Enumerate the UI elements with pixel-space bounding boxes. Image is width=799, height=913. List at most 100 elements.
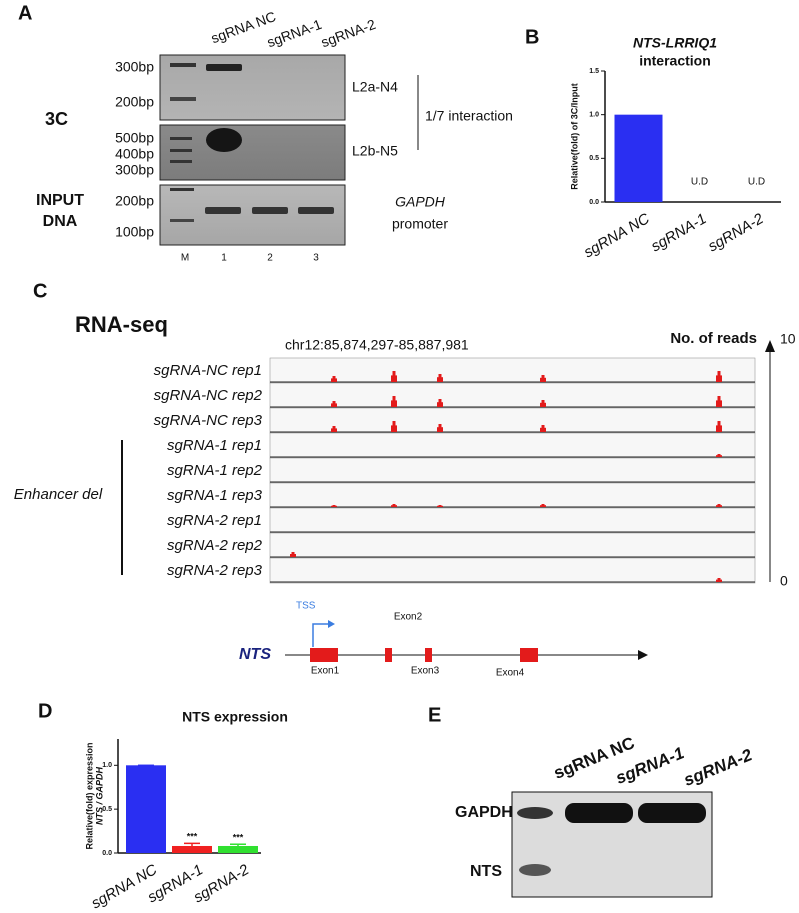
- bracket-label: 1/7 interaction: [425, 108, 513, 124]
- gel: [159, 184, 346, 246]
- read-peak: [331, 505, 333, 507]
- lane-header: sgRNA-2: [681, 745, 755, 790]
- lane-header: sgRNA-2: [319, 16, 378, 51]
- y-axis-label: NTS / GAPDH: [94, 767, 104, 826]
- read-peak: [716, 505, 718, 507]
- read-peak: [540, 427, 542, 432]
- lane-number: 3: [313, 253, 319, 264]
- read-peak: [335, 378, 337, 382]
- track-name: sgRNA-NC rep2: [154, 387, 263, 404]
- read-peak: [394, 504, 396, 507]
- significance: ***: [233, 833, 244, 843]
- exon-label: Exon2: [394, 612, 423, 623]
- read-peak: [332, 505, 334, 507]
- read-peak: [544, 377, 546, 382]
- read-peak: [720, 505, 722, 507]
- y-axis-label: Relative(fold) of 3C/Input: [569, 83, 579, 190]
- read-peak: [391, 505, 393, 507]
- primer-label: L2b-N5: [352, 143, 398, 159]
- track: [269, 357, 756, 384]
- gel-band: [170, 63, 196, 67]
- read-peak: [331, 378, 333, 382]
- marker-label: 500bp: [115, 130, 154, 146]
- read-peak: [334, 426, 336, 432]
- track-name: sgRNA-1 rep3: [167, 487, 263, 504]
- row-label: DNA: [43, 213, 78, 230]
- chart-title: NTS-LRRIQ1: [633, 35, 717, 51]
- read-peak: [332, 401, 334, 407]
- x-tick-label: sgRNA NC: [581, 210, 653, 261]
- band-label: GAPDH: [455, 804, 513, 821]
- read-peak: [441, 402, 443, 407]
- gene-label: GAPDH: [395, 194, 446, 210]
- track-name: sgRNA-1 rep2: [167, 462, 263, 479]
- track: [269, 382, 756, 409]
- marker-label: 200bp: [115, 193, 154, 209]
- gel-band: [298, 207, 334, 214]
- tss-label: TSS: [296, 601, 316, 612]
- blot-band: [638, 803, 706, 823]
- read-peak: [392, 396, 394, 407]
- gel-band: [205, 207, 241, 214]
- read-peak: [719, 421, 721, 432]
- row-label: INPUT: [36, 192, 84, 209]
- read-peak: [438, 505, 440, 507]
- group-label: Enhancer del: [14, 486, 103, 503]
- read-peak: [719, 371, 721, 382]
- x-tick-label: sgRNA-1: [648, 210, 709, 255]
- read-peak: [719, 504, 721, 507]
- marker-label: 200bp: [115, 94, 154, 110]
- panel-letter: C: [33, 280, 47, 302]
- chart-title: NTS expression: [182, 709, 288, 725]
- read-peak: [716, 579, 718, 582]
- read-peak: [391, 375, 393, 382]
- read-peak: [440, 424, 442, 432]
- band-label: NTS: [470, 863, 502, 880]
- read-peak: [717, 504, 719, 507]
- read-peak: [717, 454, 719, 457]
- gel-band: [170, 188, 194, 191]
- read-peak: [543, 375, 545, 382]
- gel-band: [170, 219, 194, 222]
- read-peak: [291, 552, 293, 557]
- chart-subtitle: interaction: [639, 53, 711, 69]
- read-peak: [394, 421, 396, 432]
- read-peak: [716, 425, 718, 432]
- x-tick-label: sgRNA NC: [88, 861, 160, 912]
- read-peak: [332, 376, 334, 382]
- read-peak: [391, 425, 393, 432]
- track: [269, 457, 756, 484]
- read-peak: [394, 371, 396, 382]
- read-peak: [541, 375, 543, 382]
- read-peak: [395, 375, 397, 382]
- y-tick-label: 0.5: [102, 806, 112, 813]
- track: [269, 557, 756, 584]
- track-name: sgRNA-NC rep1: [154, 362, 262, 379]
- read-peak: [294, 554, 296, 557]
- tss-arrow: [328, 620, 335, 628]
- blot-band: [565, 803, 633, 823]
- read-peak: [441, 377, 443, 382]
- exon: [310, 648, 338, 662]
- read-peak: [438, 399, 440, 407]
- gel-band: [170, 149, 192, 152]
- lane-number: 2: [267, 253, 273, 264]
- marker-label: 300bp: [115, 162, 154, 178]
- read-peak: [543, 400, 545, 407]
- read-peak: [540, 402, 542, 407]
- read-peak: [335, 505, 337, 507]
- read-peak: [719, 454, 721, 457]
- gel-band: [170, 160, 192, 163]
- read-peak: [541, 425, 543, 432]
- panel-letter: E: [428, 704, 441, 726]
- track-name: sgRNA-2 rep2: [167, 537, 263, 554]
- blot-band: [519, 864, 551, 876]
- read-peak: [441, 505, 443, 507]
- exon-label: Exon4: [496, 668, 525, 679]
- read-peak: [334, 401, 336, 407]
- panel-letter: B: [525, 26, 539, 48]
- lane-number: M: [181, 253, 189, 264]
- read-peak: [331, 428, 333, 432]
- scale-min: 0: [780, 573, 788, 589]
- locus: chr12:85,874,297-85,887,981: [285, 337, 469, 353]
